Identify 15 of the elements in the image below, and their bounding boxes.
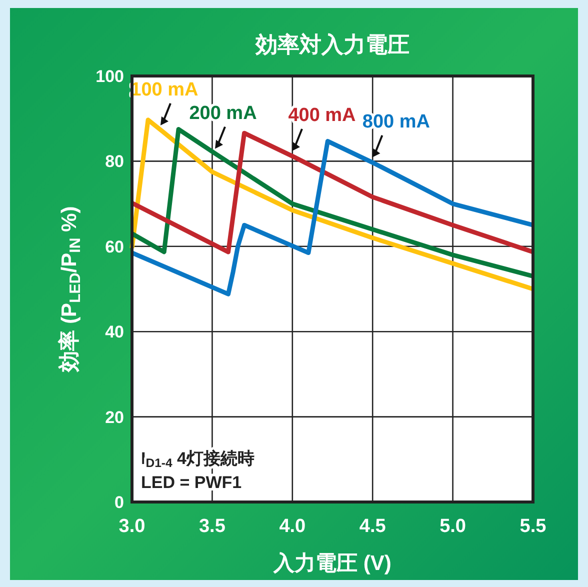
series-label: 100 mA bbox=[130, 79, 199, 100]
x-tick-label: 3.5 bbox=[198, 516, 226, 537]
y-tick-label: 20 bbox=[105, 408, 124, 427]
y-tick-label: 100 bbox=[96, 67, 124, 86]
y-tick-label: 0 bbox=[114, 493, 124, 512]
x-tick-label: 5.0 bbox=[440, 516, 466, 537]
chart-title: 効率対入力電圧 bbox=[254, 32, 410, 57]
y-tick-label: 80 bbox=[105, 152, 124, 172]
y-tick-label: 40 bbox=[105, 322, 124, 342]
x-tick-label: 5.5 bbox=[520, 516, 547, 537]
x-tick-label: 4.5 bbox=[359, 516, 386, 537]
x-tick-label: 3.0 bbox=[118, 516, 146, 537]
x-axis-title: 入力電圧 (V) bbox=[272, 552, 392, 575]
y-tick-label: 60 bbox=[105, 237, 124, 256]
x-tick-label: 4.0 bbox=[279, 516, 306, 537]
